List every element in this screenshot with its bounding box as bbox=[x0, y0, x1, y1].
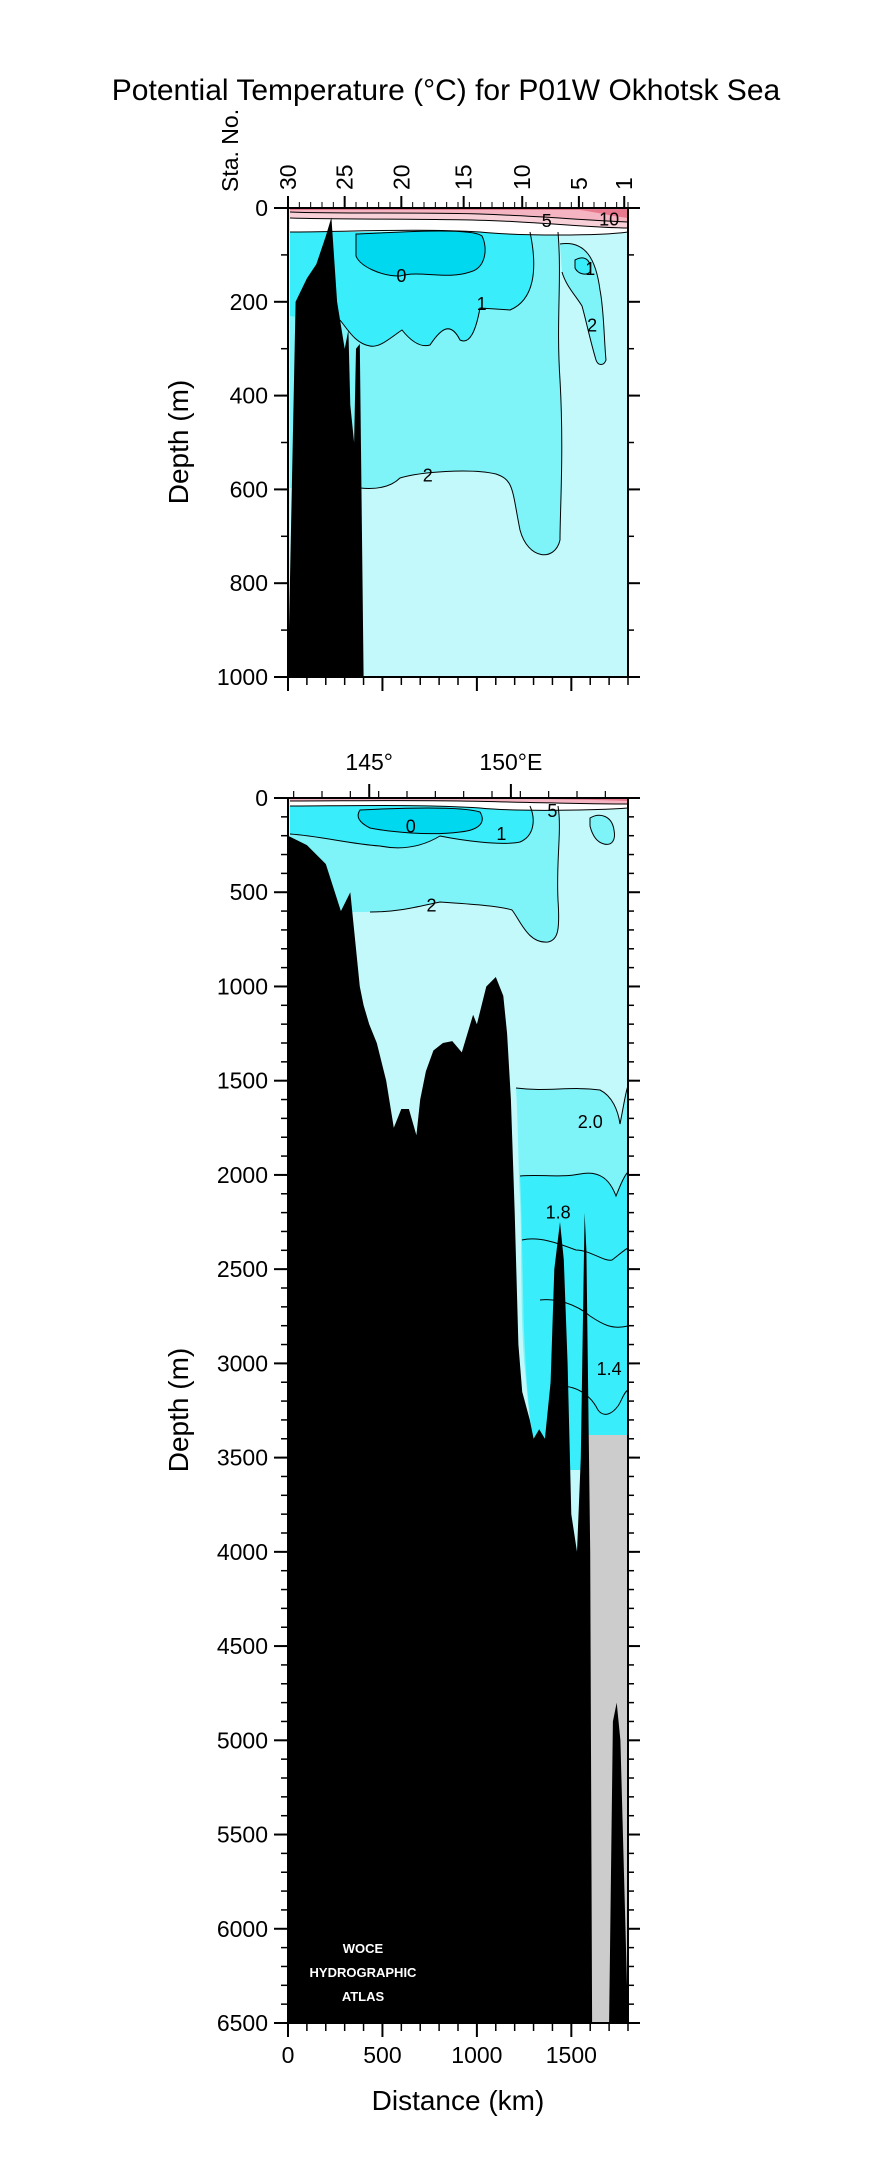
y-tick-label: 4000 bbox=[217, 1539, 268, 1565]
y-tick-label: 6000 bbox=[217, 1916, 268, 1942]
station-label: 30 bbox=[275, 164, 301, 190]
station-axis-label: Sta. No. bbox=[217, 109, 243, 192]
lower-band-1to2-east bbox=[590, 815, 615, 845]
y-tick-label: 0 bbox=[255, 785, 268, 811]
contour-label: 1 bbox=[477, 294, 487, 314]
upper-contour-1 bbox=[339, 231, 535, 347]
lower-contour-2.0 bbox=[515, 1085, 628, 1125]
y-tick-label: 400 bbox=[230, 383, 268, 409]
lower-contour-2 bbox=[369, 805, 560, 943]
upper-station-ticks: 30 25 20 15 10 5 1 bbox=[275, 164, 637, 208]
contour-label: 2.0 bbox=[578, 1112, 603, 1132]
lower-y-ticks: 0 500 1000 1500 2000 2500 3000 3500 4000 4500 5000… bbox=[217, 785, 640, 2036]
contour-label: 2 bbox=[587, 315, 597, 335]
upper-contour-10 bbox=[289, 211, 628, 223]
x-tick-label: 500 bbox=[363, 2042, 401, 2068]
upper-contour-2 bbox=[559, 243, 607, 365]
y-tick-label: 600 bbox=[230, 476, 268, 502]
contour-label: 1.8 bbox=[546, 1203, 571, 1223]
y-tick-label: 5000 bbox=[217, 1727, 268, 1753]
lower-panel: 0 1 5 2 2.0 1.8 1.4 0 500 1000 1500 2000 2500 3000 35… bbox=[163, 749, 640, 2116]
contour-label: 5 bbox=[542, 211, 552, 231]
x-tick-label: 1500 bbox=[546, 2042, 597, 2068]
upper-contour-surface bbox=[289, 229, 628, 236]
lower-y-axis-title: Depth (m) bbox=[163, 1348, 194, 1472]
upper-contour-5 bbox=[289, 217, 628, 229]
longitude-label: 150°E bbox=[479, 749, 542, 775]
contour-label: 1 bbox=[585, 259, 595, 279]
upper-contour-lines bbox=[289, 211, 628, 556]
station-label: 10 bbox=[509, 164, 535, 190]
station-label: 5 bbox=[566, 177, 592, 190]
logo-line-3: ATLAS bbox=[342, 1989, 385, 2004]
lower-contour-1.6 bbox=[521, 1238, 628, 1261]
lower-plot-area bbox=[288, 798, 628, 2023]
upper-contour-2-main bbox=[359, 231, 563, 556]
y-tick-label: 2000 bbox=[217, 1162, 268, 1188]
y-tick-label: 6500 bbox=[217, 2010, 268, 2036]
lower-x-axis-title: Distance (km) bbox=[372, 2085, 545, 2116]
upper-plot-area bbox=[288, 208, 628, 677]
y-tick-label: 200 bbox=[230, 289, 268, 315]
woce-logo: WOCE HYDROGRAPHIC ATLAS bbox=[310, 1941, 418, 2004]
upper-x-ticks bbox=[287, 677, 629, 691]
longitude-label: 145° bbox=[345, 749, 393, 775]
y-tick-label: 2500 bbox=[217, 1256, 268, 1282]
lower-band-deep-below1.8 bbox=[520, 1172, 628, 1470]
contour-label: 0 bbox=[396, 266, 406, 286]
upper-band-1to2-east bbox=[560, 243, 606, 365]
contour-label: 2 bbox=[423, 465, 433, 485]
lower-contour-1.8 bbox=[519, 1171, 628, 1198]
y-tick-label: 5500 bbox=[217, 1822, 268, 1848]
y-tick-label: 500 bbox=[230, 879, 268, 905]
logo-line-1: WOCE bbox=[343, 1941, 384, 1956]
chart-title: Potential Temperature (°C) for P01W Okho… bbox=[112, 74, 781, 107]
contour-label: 1 bbox=[496, 824, 506, 844]
lower-contour-labels: 0 1 5 2 2.0 1.8 1.4 bbox=[406, 801, 622, 1379]
lower-band-below0 bbox=[358, 808, 483, 834]
contour-label: 0 bbox=[406, 816, 416, 836]
upper-y-ticks: 0 200 400 600 800 1000 bbox=[217, 195, 640, 690]
lower-x-ticks: 0 500 1000 1500 bbox=[282, 2023, 629, 2068]
y-tick-label: 1500 bbox=[217, 1068, 268, 1094]
y-tick-label: 4500 bbox=[217, 1633, 268, 1659]
contour-label: 10 bbox=[599, 210, 619, 230]
lower-contour-1 bbox=[289, 805, 534, 849]
contour-label: 2 bbox=[427, 895, 437, 915]
y-tick-label: 0 bbox=[255, 195, 268, 221]
lower-bathymetry bbox=[288, 835, 628, 2023]
station-label: 1 bbox=[611, 177, 637, 190]
upper-contour-labels: 0 1 5 10 1 2 2 bbox=[396, 210, 619, 486]
upper-contour-0 bbox=[355, 230, 486, 277]
x-tick-label: 1000 bbox=[451, 2042, 502, 2068]
station-label: 15 bbox=[451, 164, 477, 190]
lower-contour-0 bbox=[357, 807, 483, 835]
contour-label: 5 bbox=[547, 801, 557, 821]
longitude-ticks: 145° 150°E bbox=[293, 749, 606, 798]
upper-band-below0 bbox=[356, 230, 486, 276]
y-tick-label: 1000 bbox=[217, 973, 268, 999]
lower-contour-5 bbox=[289, 800, 628, 805]
station-label: 25 bbox=[332, 164, 358, 190]
upper-contour-1-east bbox=[574, 257, 591, 275]
contour-label: 1.4 bbox=[597, 1359, 622, 1379]
lower-contour-1-east bbox=[589, 814, 615, 845]
upper-bathymetry bbox=[288, 217, 628, 677]
y-tick-label: 3500 bbox=[217, 1445, 268, 1471]
upper-y-axis-title: Depth (m) bbox=[163, 380, 194, 504]
upper-band-1-east-core bbox=[575, 257, 591, 275]
logo-line-2: HYDROGRAPHIC bbox=[310, 1965, 418, 1980]
y-tick-label: 1000 bbox=[217, 664, 268, 690]
lower-contour-surface bbox=[289, 805, 628, 811]
x-tick-label: 0 bbox=[282, 2042, 295, 2068]
station-label: 20 bbox=[388, 164, 414, 190]
upper-band-surface-lightred bbox=[290, 208, 628, 222]
y-tick-label: 3000 bbox=[217, 1350, 268, 1376]
y-tick-label: 800 bbox=[230, 570, 268, 596]
